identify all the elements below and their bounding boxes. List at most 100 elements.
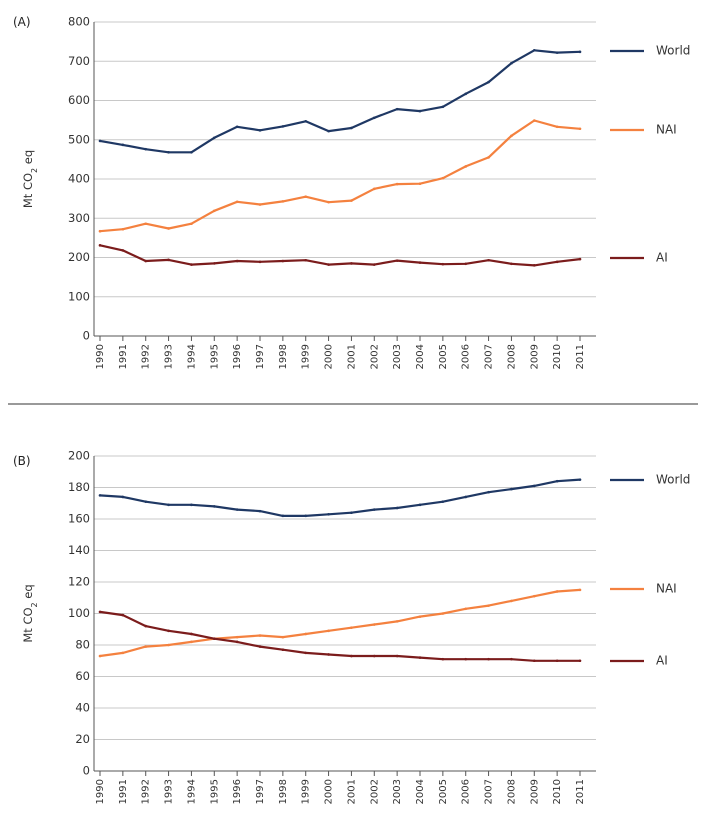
data-point-a-nai [578, 127, 582, 131]
data-point-a-world [487, 80, 490, 84]
y-tick-label-b: 140 [68, 543, 90, 557]
data-point-a-world [304, 120, 308, 123]
data-point-a-ai [144, 259, 148, 263]
y-tick-label-a: 400 [68, 172, 90, 186]
data-point-b-nai [418, 615, 422, 618]
data-point-a-ai [281, 259, 285, 263]
series-line-b-world [98, 478, 582, 518]
data-point-b-world [258, 509, 262, 513]
x-tick-label-a: 1994 [186, 344, 197, 369]
legend-label-b-ai: AI [656, 654, 668, 668]
x-tick-label-b: 2009 [529, 779, 540, 804]
data-point-a-nai [555, 125, 559, 129]
data-point-a-world [418, 109, 422, 113]
data-point-a-world [532, 48, 536, 52]
data-point-b-ai [510, 657, 513, 661]
y-tick-label-a: 0 [83, 329, 90, 343]
data-point-a-nai [510, 134, 513, 138]
data-point-a-world [235, 125, 239, 129]
y-tick-label-a: 100 [68, 289, 90, 303]
y-tick-label-b: 100 [68, 606, 90, 620]
data-point-b-nai [532, 594, 536, 598]
data-point-a-ai [418, 261, 422, 264]
data-point-b-nai [327, 629, 330, 633]
data-point-a-ai [235, 259, 239, 263]
x-tick-label-b: 1991 [118, 779, 129, 804]
data-point-a-nai [372, 187, 376, 191]
y-axis-label-a: Mt CO2 eq [21, 150, 39, 208]
data-point-b-nai [395, 620, 399, 623]
data-point-a-ai [464, 262, 468, 266]
data-point-b-ai [304, 651, 308, 655]
data-point-b-nai [190, 640, 193, 644]
data-point-b-world [441, 500, 445, 503]
x-tick-label-b: 1990 [95, 779, 106, 804]
y-tick-label-a: 300 [68, 211, 90, 225]
data-point-a-world [510, 61, 513, 65]
data-point-a-nai [235, 200, 239, 204]
data-point-a-world [327, 129, 330, 133]
data-point-a-nai [487, 156, 490, 159]
series-line-b-nai [98, 588, 582, 658]
data-point-a-nai [167, 227, 170, 230]
data-point-a-ai [441, 262, 445, 266]
data-point-b-nai [304, 632, 308, 636]
panel-b-chart: (B) 0 20 40 60 80 100 120 140 160 180 200 Mt CO2 eq 1… [13, 449, 690, 805]
data-point-b-world [304, 514, 308, 518]
data-point-a-nai [304, 195, 308, 198]
x-tick-label-b: 2004 [415, 779, 426, 804]
data-point-a-world [350, 126, 353, 130]
data-point-b-world [372, 508, 376, 511]
data-point-b-ai [327, 653, 330, 656]
x-tick-label-b: 1995 [209, 779, 220, 804]
data-point-b-nai [510, 599, 513, 603]
x-tick-label-a: 2004 [415, 344, 426, 369]
data-point-b-nai [578, 588, 582, 592]
data-point-a-nai [144, 222, 148, 226]
legend-label-b-nai: NAI [656, 582, 677, 596]
x-tick-label-a: 2000 [324, 344, 335, 369]
panel-label-b: (B) [13, 454, 31, 468]
data-point-b-nai [464, 607, 468, 611]
data-point-b-nai [372, 623, 376, 626]
data-point-b-world [532, 484, 536, 488]
x-tick-label-a: 2001 [346, 344, 357, 369]
data-point-b-nai [167, 643, 170, 647]
data-point-a-nai [464, 165, 468, 168]
data-point-b-world [190, 503, 193, 507]
data-point-a-ai [190, 263, 193, 266]
data-point-b-ai [441, 657, 445, 661]
data-point-a-world [464, 92, 468, 96]
data-point-a-ai [167, 258, 170, 262]
data-point-a-world [578, 50, 582, 54]
data-point-b-world [350, 511, 353, 514]
x-tick-label-b: 1999 [301, 779, 312, 804]
legend-label-a-nai: NAI [656, 123, 677, 137]
data-point-b-ai [395, 654, 399, 658]
x-tick-label-a: 1996 [232, 344, 243, 369]
data-point-a-world [98, 139, 102, 143]
data-point-b-ai [555, 659, 559, 663]
data-point-a-nai [327, 200, 330, 204]
data-point-b-ai [121, 613, 125, 617]
data-point-b-world [555, 479, 559, 483]
x-tick-label-a: 2002 [369, 344, 380, 369]
data-point-a-ai [372, 263, 376, 266]
data-point-a-ai [327, 263, 330, 266]
x-tick-label-a: 1991 [118, 344, 129, 369]
data-point-b-world [167, 503, 170, 507]
data-point-a-world [258, 129, 262, 132]
data-point-b-world [487, 490, 490, 494]
data-point-b-ai [167, 629, 170, 633]
y-tick-label-b: 120 [68, 575, 90, 589]
data-point-a-ai [510, 262, 513, 266]
x-tick-label-a: 1995 [209, 344, 220, 369]
data-point-b-world [578, 478, 582, 481]
data-point-b-ai [190, 632, 193, 636]
data-point-b-nai [350, 626, 353, 629]
data-point-b-ai [98, 610, 102, 614]
data-point-a-ai [578, 257, 582, 261]
data-point-b-world [510, 487, 513, 491]
x-tick-label-a: 2003 [392, 344, 403, 369]
